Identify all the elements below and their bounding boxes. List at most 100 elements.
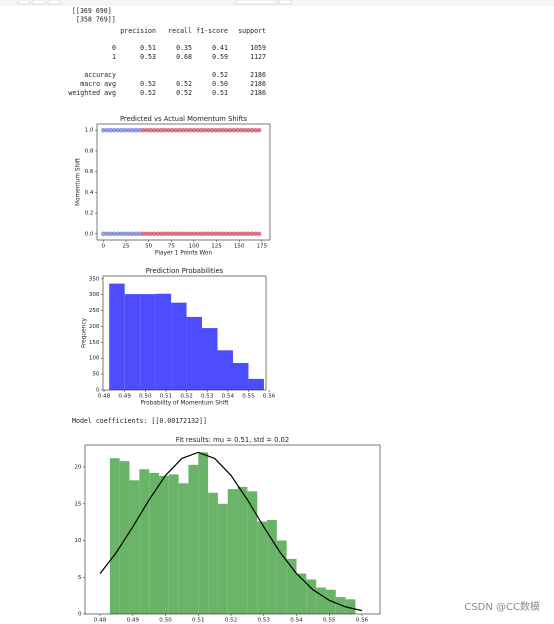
point	[249, 231, 255, 237]
x-tick-label: 0.54	[290, 618, 303, 624]
point	[115, 127, 121, 133]
bar	[325, 589, 336, 614]
report-cell: 0.51	[140, 44, 156, 52]
point	[119, 231, 124, 237]
point	[242, 127, 247, 133]
bar	[257, 521, 268, 614]
report-row-label: 1	[112, 53, 116, 61]
report-cell: 0.35	[176, 44, 192, 52]
point	[253, 127, 258, 133]
point	[111, 231, 117, 237]
bar	[208, 492, 218, 614]
point	[166, 127, 171, 133]
y-tick-label: 50	[92, 372, 100, 378]
point	[140, 127, 146, 133]
x-tick-label: 150	[234, 244, 245, 250]
toolbar-button[interactable]	[278, 0, 292, 5]
point	[104, 127, 110, 133]
point	[220, 127, 226, 133]
point	[101, 231, 106, 237]
x-tick-label: 0.50	[139, 394, 152, 400]
point	[227, 231, 233, 237]
point	[209, 127, 215, 133]
toolbar-dropdown[interactable]	[235, 0, 277, 5]
point	[144, 231, 150, 237]
point	[227, 127, 233, 133]
report-header: precision	[120, 27, 156, 35]
point	[169, 127, 175, 133]
point	[180, 231, 186, 237]
report-cell: 0.51	[212, 89, 228, 97]
report-header: f1-score	[196, 27, 228, 35]
report-cell: 0.52	[140, 80, 156, 88]
chart-title: Fit results: mu = 0.51, std = 0.02	[176, 436, 289, 444]
y-tick-label: 0	[78, 612, 82, 618]
point	[169, 231, 175, 237]
point	[213, 231, 218, 237]
toolbar-button[interactable]	[32, 0, 46, 5]
x-tick-label: 0.50	[159, 618, 172, 624]
point	[216, 231, 222, 237]
point	[245, 231, 251, 237]
bar	[109, 283, 125, 390]
point	[238, 231, 244, 237]
report-cell: 2186	[250, 89, 266, 97]
point	[111, 127, 117, 133]
x-tick-label: 100	[189, 244, 200, 250]
x-tick-label: 75	[168, 244, 176, 250]
x-tick-label: 0.56	[263, 394, 276, 400]
point	[119, 127, 124, 133]
chart: 0.48 0.49 0.50 0.51 0.52 0.53 0.54 0.55 0.56 0 5 10…	[74, 436, 381, 624]
axes-frame	[96, 123, 271, 241]
y-axis-label: Momentum Shift	[76, 157, 82, 206]
point	[202, 127, 208, 133]
x-tick-label: 0	[102, 244, 106, 250]
report-cell: 0.52	[140, 89, 156, 97]
confusion-matrix-line: [358 769]]	[72, 16, 116, 24]
x-tick-label: 0.52	[225, 618, 237, 624]
toolbar-button[interactable]	[47, 0, 61, 5]
point	[108, 231, 113, 237]
report-cell: 0.53	[140, 53, 156, 61]
y-axis-label: Frequency	[82, 317, 88, 348]
fit-curve	[99, 451, 363, 612]
y-tick-label: 0.2	[85, 211, 94, 217]
point	[191, 231, 197, 237]
point	[180, 127, 186, 133]
bar	[345, 599, 356, 614]
toolbar-button[interactable]	[17, 0, 31, 5]
point	[130, 231, 135, 237]
y-tick-label: 350	[89, 276, 100, 282]
report-cell: 2186	[250, 71, 266, 79]
report-cell: 0.52	[212, 71, 228, 79]
point	[130, 127, 135, 133]
report-cell: 0.68	[176, 53, 192, 61]
bar	[149, 472, 159, 614]
point	[162, 127, 168, 133]
bar	[171, 302, 187, 390]
point	[195, 231, 200, 237]
bar	[119, 461, 130, 614]
point	[206, 231, 211, 237]
bar	[276, 540, 287, 614]
point	[198, 231, 204, 237]
point	[155, 127, 160, 133]
confusion-matrix-line: [[369 690]	[72, 7, 112, 15]
y-tick-label: 20	[74, 465, 82, 471]
point	[101, 127, 106, 133]
x-tick-label: 0.53	[258, 618, 271, 624]
point	[122, 127, 128, 133]
chart: 0.48 0.49 0.50 0.51 0.52 0.53 0.54 0.55 0.56 0 50 1…	[82, 267, 276, 407]
point	[238, 127, 244, 133]
bar	[129, 480, 140, 614]
bar	[316, 587, 326, 614]
point	[245, 127, 251, 133]
point	[184, 127, 189, 133]
point	[126, 231, 132, 237]
y-tick-label: 10	[74, 538, 82, 544]
report-row-label: weighted avg	[68, 89, 116, 97]
axes-frame	[102, 275, 267, 391]
bar	[140, 294, 156, 390]
point	[253, 231, 258, 237]
point	[216, 127, 222, 133]
